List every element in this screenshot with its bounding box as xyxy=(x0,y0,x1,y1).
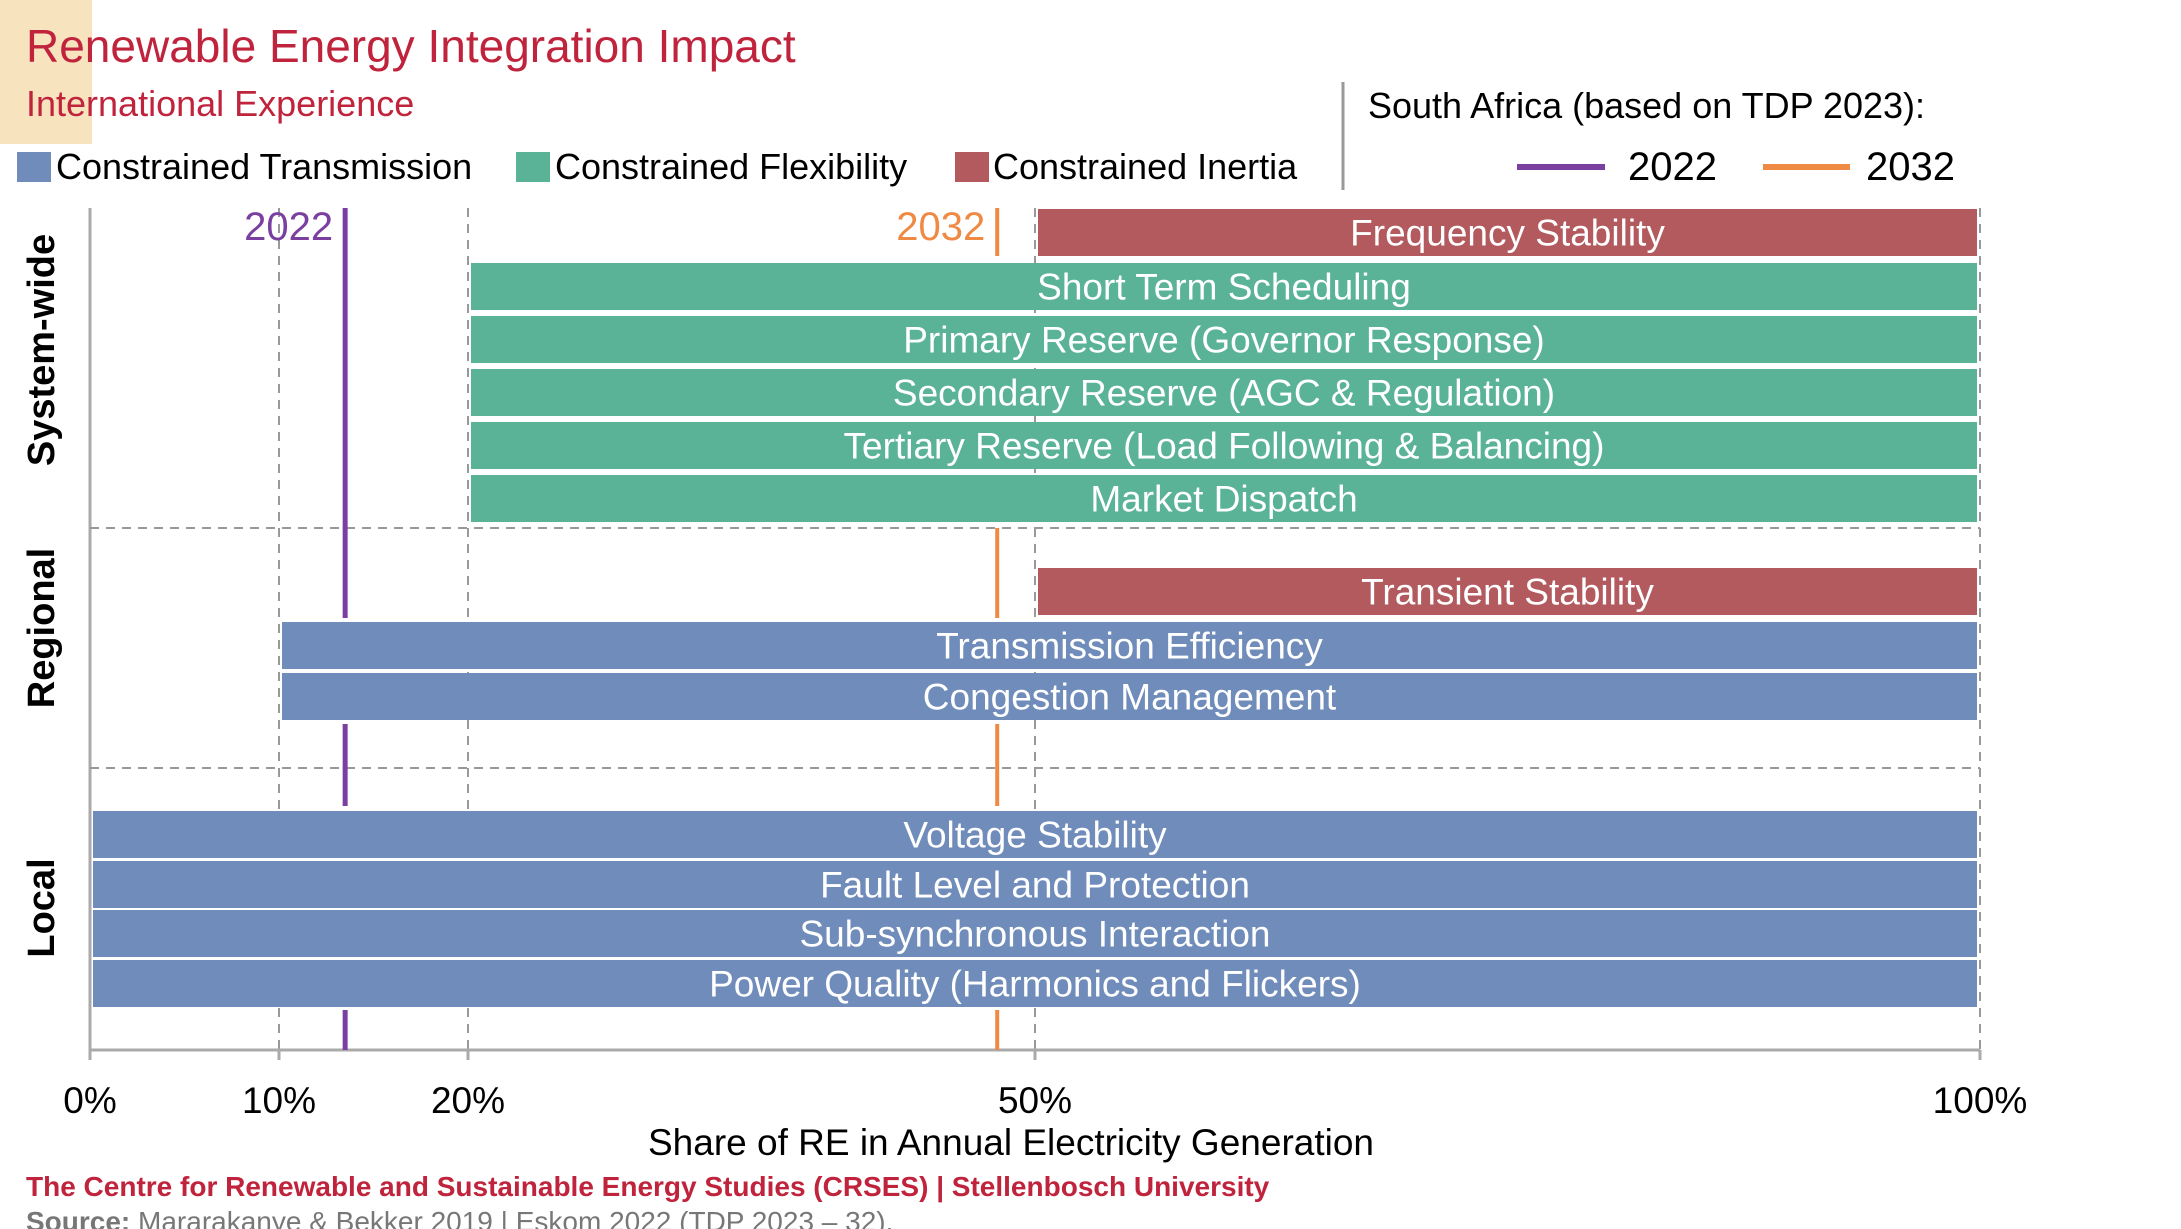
bar-label-primary-reserve-governor-response: Primary Reserve (Governor Response) xyxy=(903,320,1545,361)
group-label-system-wide: System-wide xyxy=(21,234,63,466)
bar-label-congestion-management: Congestion Management xyxy=(923,677,1337,718)
bar-primary-reserve-governor-response xyxy=(471,316,1977,363)
plot-area: 2022 2032 Frequency Stability Short Term Sc… xyxy=(63,205,2027,1121)
south-africa-title: South Africa (based on TDP 2023): xyxy=(1368,85,1925,126)
bar-label-market-dispatch: Market Dispatch xyxy=(1090,479,1357,520)
bar-short-term-scheduling xyxy=(471,263,1977,310)
title-accent-block xyxy=(0,0,92,144)
bar-transmission-efficiency xyxy=(282,622,1977,669)
reference-label-2022: 2022 xyxy=(244,205,333,249)
group-label-local: Local xyxy=(21,858,63,957)
bar-congestion-management xyxy=(282,673,1977,720)
bar-label-short-term-scheduling: Short Term Scheduling xyxy=(1037,267,1411,308)
x-tick-label-100: 100% xyxy=(1933,1080,2028,1121)
page-title: Renewable Energy Integration Impact xyxy=(26,20,796,72)
legend: Constrained Transmission Constrained Fle… xyxy=(17,146,1298,187)
bar-sub-synchronous-interaction xyxy=(93,910,1977,957)
bar-label-secondary-reserve-agc-regulation: Secondary Reserve (AGC & Regulation) xyxy=(893,373,1555,414)
x-tick-label-20: 20% xyxy=(431,1080,505,1121)
south-africa-legend: South Africa (based on TDP 2023): 2022 2… xyxy=(1368,85,1955,189)
footer-source-prefix: Source: xyxy=(26,1206,130,1229)
bar-market-dispatch xyxy=(471,475,1977,522)
page-subtitle: International Experience xyxy=(26,83,414,124)
bar-secondary-reserve-agc-regulation xyxy=(471,369,1977,416)
legend-label-2022: 2022 xyxy=(1628,145,1717,189)
bar-label-voltage-stability: Voltage Stability xyxy=(903,815,1167,856)
legend-label-inertia: Constrained Inertia xyxy=(993,146,1298,187)
bar-tertiary-reserve-load-following-balancing xyxy=(471,422,1977,469)
x-tick-label-50: 50% xyxy=(998,1080,1072,1121)
x-tick-label-0: 0% xyxy=(63,1080,116,1121)
group-label-regional: Regional xyxy=(21,548,63,708)
bar-frequency-stability xyxy=(1038,209,1977,256)
bar-transient-stability xyxy=(1038,568,1977,615)
bar-power-quality-harmonics-and-flickers xyxy=(93,960,1977,1007)
bar-label-tertiary-reserve-load-following-balancing: Tertiary Reserve (Load Following & Balan… xyxy=(844,426,1605,467)
bar-label-sub-synchronous-interaction: Sub-synchronous Interaction xyxy=(800,914,1271,955)
bar-voltage-stability xyxy=(93,811,1977,858)
legend-swatch-transmission xyxy=(17,152,51,182)
footer-source: Source: Mararakanye & Bekker 2019 | Esko… xyxy=(26,1206,893,1229)
bar-label-fault-level-and-protection: Fault Level and Protection xyxy=(820,865,1250,906)
footer-source-text: Mararakanye & Bekker 2019 | Eskom 2022 (… xyxy=(130,1206,893,1229)
footer-credit: The Centre for Renewable and Sustainable… xyxy=(26,1171,1270,1202)
x-axis-title: Share of RE in Annual Electricity Genera… xyxy=(648,1122,1374,1163)
bar-label-frequency-stability: Frequency Stability xyxy=(1350,213,1665,254)
bar-label-transient-stability: Transient Stability xyxy=(1361,572,1654,613)
reference-label-2032: 2032 xyxy=(896,205,985,249)
legend-swatch-inertia xyxy=(955,152,989,182)
bar-fault-level-and-protection xyxy=(93,861,1977,908)
x-tick-label-10: 10% xyxy=(242,1080,316,1121)
legend-label-transmission: Constrained Transmission xyxy=(56,146,472,187)
legend-label-2032: 2032 xyxy=(1866,145,1955,189)
legend-swatch-flexibility xyxy=(516,152,550,182)
bar-label-transmission-efficiency: Transmission Efficiency xyxy=(936,626,1323,667)
bar-label-power-quality-harmonics-and-flickers: Power Quality (Harmonics and Flickers) xyxy=(709,964,1361,1005)
legend-label-flexibility: Constrained Flexibility xyxy=(555,146,907,187)
